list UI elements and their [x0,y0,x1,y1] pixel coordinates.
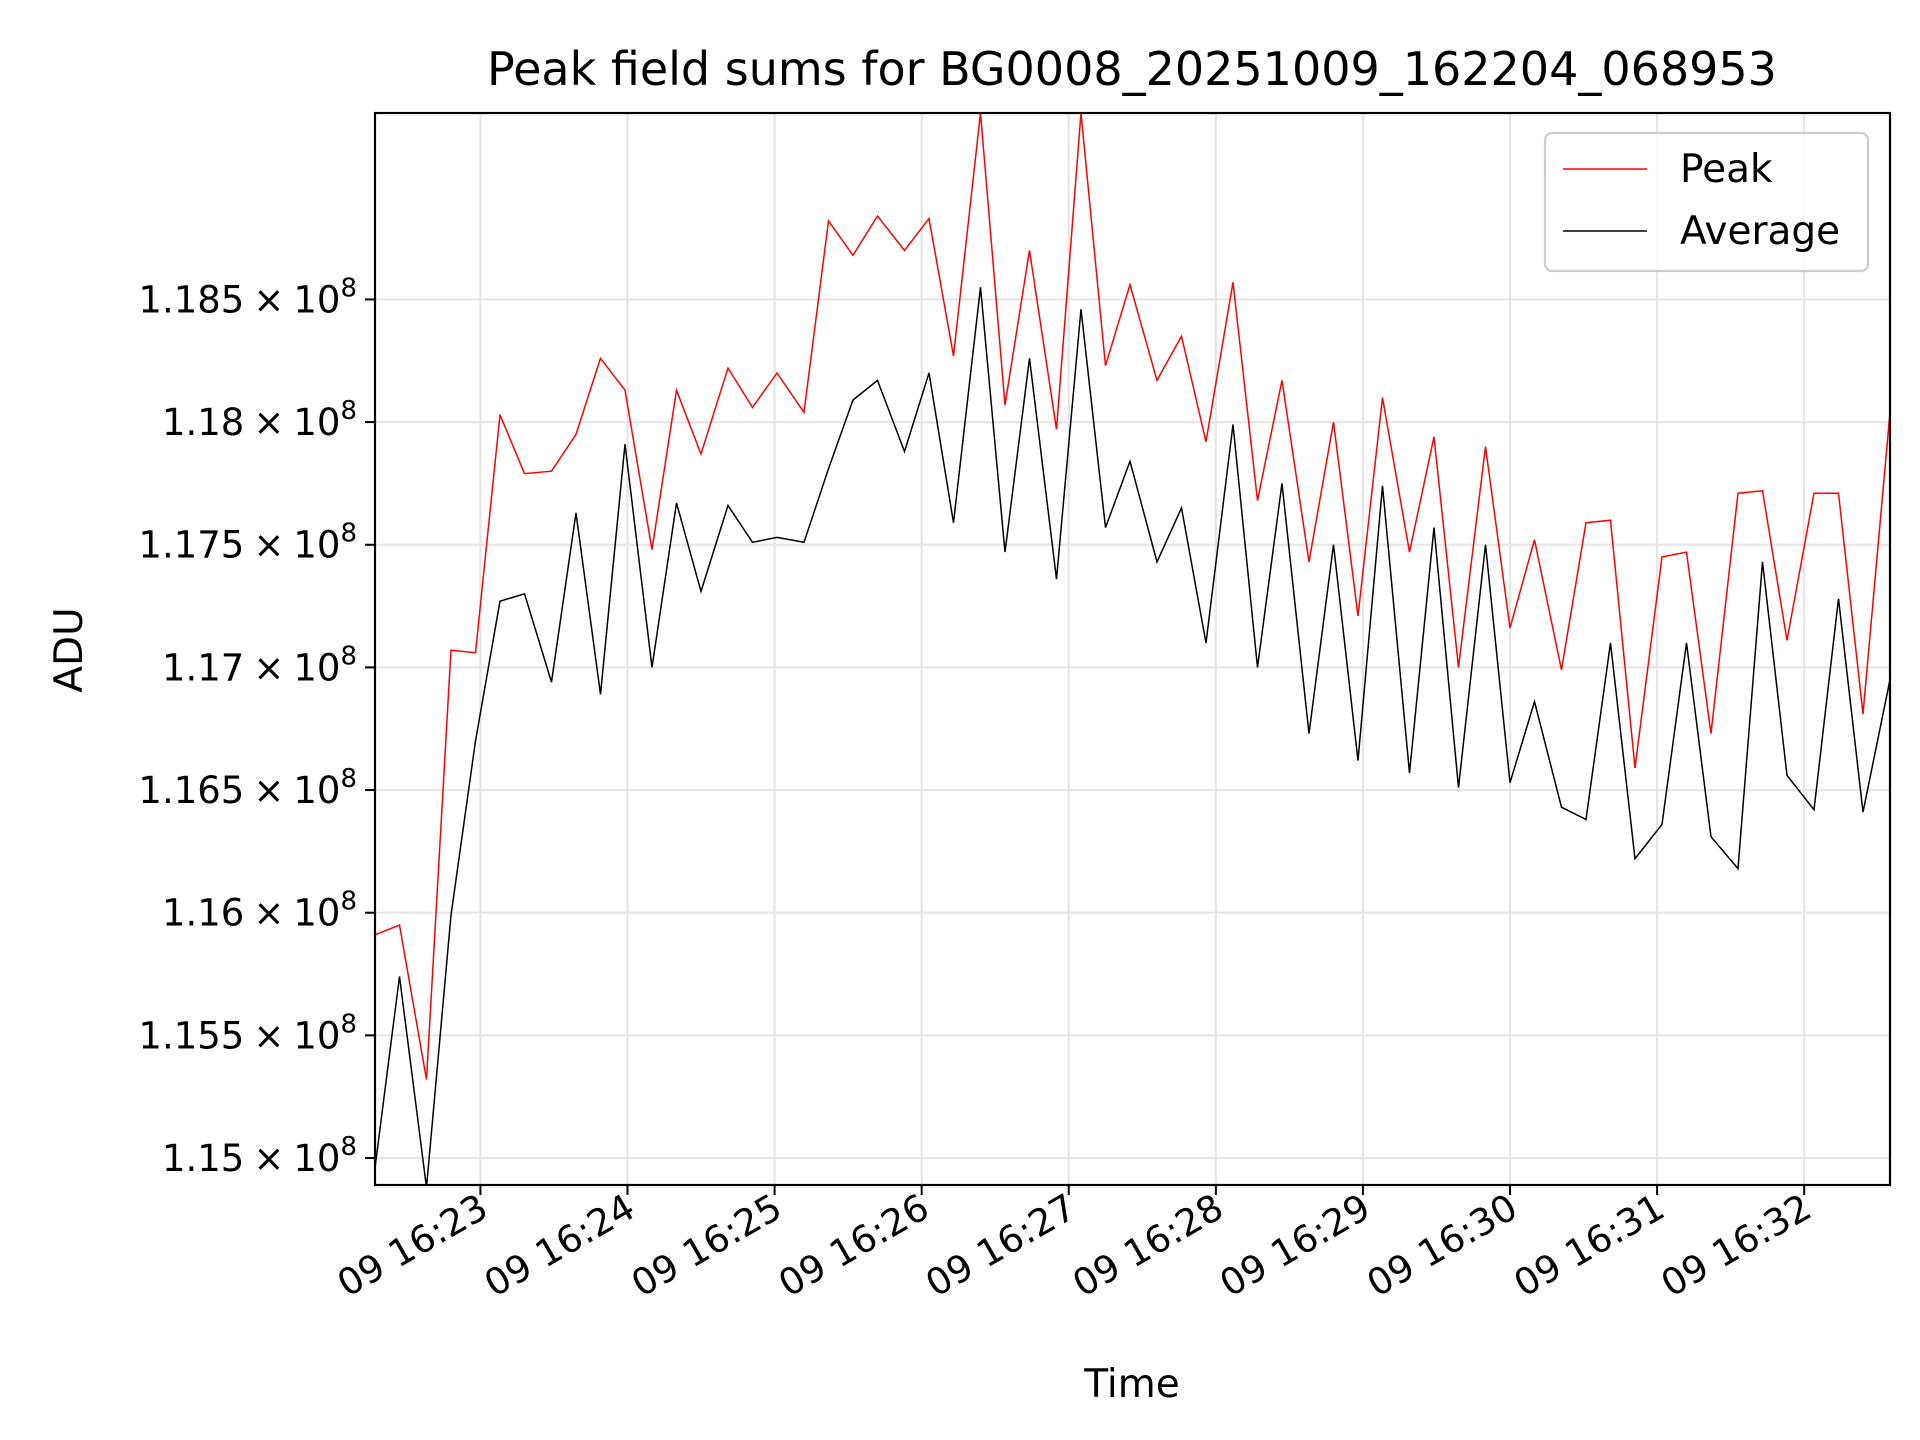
legend-box [1543,131,1870,273]
y-tick-label: 1.175 × 108 [138,519,357,567]
y-tick-label: 1.155 × 108 [138,1009,357,1057]
y-axis-label: ADU [47,607,92,692]
y-tick-label: 1.165 × 108 [138,764,357,812]
legend: Peak Average [1543,131,1870,273]
legend-label-average: Average [1680,209,1840,254]
y-tick-label: 1.16 × 108 [162,887,357,935]
x-axis-label: Time [1083,1362,1179,1407]
y-tick-label: 1.15 × 108 [162,1132,357,1180]
series-layer [375,113,1890,1185]
series-line-peak [375,113,1890,1080]
chart-title: Peak field sums for BG0008_20251009_1622… [487,42,1777,96]
grid [375,113,1890,1185]
legend-label-peak: Peak [1680,147,1773,192]
y-tick-label: 1.17 × 108 [162,641,357,689]
y-tick-label: 1.185 × 108 [138,273,357,321]
y-tick-label: 1.18 × 108 [162,396,357,444]
series-line-average [375,287,1890,1185]
plot-frame [373,111,1892,1187]
